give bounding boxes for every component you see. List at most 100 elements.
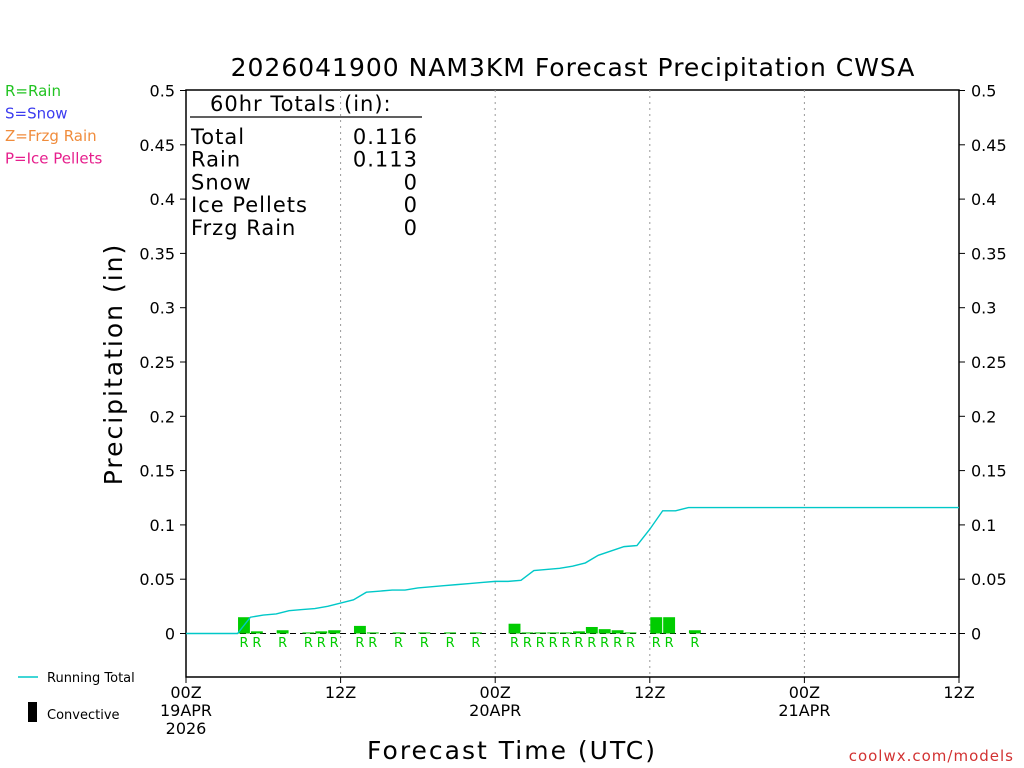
ptype-label: R	[355, 636, 364, 651]
y-tick-label-right: 0	[971, 625, 981, 644]
precip-bar	[650, 617, 663, 634]
ptype-legend: R=Rain S=Snow Z=Frzg Rain P=Ice Pellets	[5, 82, 102, 168]
precip-bar	[315, 631, 328, 634]
y-tick-label-right: 0.4	[971, 190, 996, 209]
vertical-gridlines	[340, 90, 805, 677]
precip-bar	[366, 632, 379, 634]
x-tick-label: 12Z	[943, 683, 974, 702]
precip-bar	[418, 632, 431, 634]
y-tick-label-left: 0.05	[139, 570, 175, 589]
y-tick-label-left: 0.2	[150, 407, 175, 426]
precip-bar	[444, 632, 457, 634]
ptype-label: R	[368, 636, 377, 651]
ptype-label: R	[549, 636, 558, 651]
ptype-label: R	[317, 636, 326, 651]
y-tick-label-left: 0.4	[150, 190, 175, 209]
precip-bar	[250, 631, 263, 634]
ptype-label: R	[252, 636, 261, 651]
ptype-label: R	[600, 636, 609, 651]
ptype-label: R	[665, 636, 674, 651]
x-tick-label: 12Z	[325, 683, 356, 702]
y-tick-label-right: 0.15	[971, 462, 1007, 481]
y-tick-label-right: 0.3	[971, 299, 996, 318]
ptype-label: R	[613, 636, 622, 651]
series-legend: Running Total Convective	[18, 671, 135, 723]
precip-bar	[573, 631, 585, 634]
ptype-label: R	[446, 636, 455, 651]
x-tick-label: 21APR	[778, 701, 830, 720]
ptype-legend-item: R=Rain	[5, 82, 61, 100]
precip-bar	[469, 632, 482, 634]
convective-legend-label: Convective	[47, 708, 120, 723]
precip-bar	[547, 632, 560, 634]
convective-legend-swatch	[28, 702, 37, 722]
y-tick-label-left: 0.35	[139, 244, 175, 263]
ptype-label: R	[420, 636, 429, 651]
precip-bar	[585, 626, 598, 634]
x-axis-label: Forecast Time (UTC)	[367, 736, 657, 765]
precip-bar	[534, 632, 547, 634]
ptype-label: R	[652, 636, 661, 651]
y-tick-label-left: 0.5	[150, 82, 175, 101]
ptype-label: R	[690, 636, 699, 651]
totals-row-value: 0	[404, 170, 418, 194]
y-tick-label-left: 0.3	[150, 299, 175, 318]
y-tick-label-right: 0.05	[971, 570, 1007, 589]
x-tick-label: 2026	[166, 719, 207, 738]
precip-bar	[392, 632, 405, 634]
precip-bar	[276, 630, 289, 634]
ptype-label: R	[587, 636, 596, 651]
precip-bar	[328, 630, 341, 634]
precip-bar	[663, 617, 676, 634]
totals-box: 60hr Totals (in): Total 0.116 Rain 0.113 Sno…	[190, 92, 422, 240]
ptype-label: R	[523, 636, 532, 651]
precip-bar	[611, 630, 624, 634]
ptype-label: R	[239, 636, 248, 651]
totals-row-label: Ice Pellets	[191, 193, 308, 217]
y-tick-label-left: 0.1	[150, 516, 175, 535]
y-tick-label-left: 0.45	[139, 136, 175, 155]
precip-bar	[508, 623, 521, 634]
y-tick-label-right: 0.25	[971, 353, 1007, 372]
totals-row-value: 0	[404, 216, 418, 240]
plot-frame	[185, 89, 960, 678]
y-axis-label: Precipitation (in)	[99, 243, 128, 486]
x-tick-label: 19APR	[160, 701, 212, 720]
precip-bar	[598, 629, 611, 634]
ptype-label: R	[278, 636, 287, 651]
y-tick-label-left: 0.15	[139, 462, 175, 481]
totals-row-value: 0	[404, 193, 418, 217]
ptype-label: R	[304, 636, 313, 651]
totals-row-label: Frzg Rain	[191, 216, 296, 240]
ptype-legend-item: P=Ice Pellets	[5, 150, 102, 168]
totals-row-label: Snow	[191, 170, 252, 194]
ptype-label: R	[394, 636, 403, 651]
totals-row-label: Rain	[191, 148, 241, 172]
ptype-label: R	[626, 636, 635, 651]
ptype-legend-item: Z=Frzg Rain	[5, 127, 97, 145]
y-tick-label-right: 0.45	[971, 136, 1007, 155]
y-tick-label-right: 0.5	[971, 82, 996, 101]
y-tick-label-right: 0.35	[971, 244, 1007, 263]
precip-bar	[688, 630, 701, 634]
ptype-label: R	[574, 636, 583, 651]
x-tick-label: 00Z	[170, 683, 201, 702]
x-tick-label: 12Z	[634, 683, 665, 702]
ptype-label: R	[510, 636, 519, 651]
y-tick-label-left: 0	[165, 625, 175, 644]
ptype-label: R	[471, 636, 480, 651]
ptype-label: R	[536, 636, 545, 651]
totals-row-value: 0.116	[353, 125, 418, 149]
running-total-line	[186, 506, 959, 635]
y-tick-label-right: 0.2	[971, 407, 996, 426]
totals-row-value: 0.113	[353, 148, 418, 172]
ptype-label: R	[562, 636, 571, 651]
chart-title: 2026041900 NAM3KM Forecast Precipitation…	[231, 53, 916, 82]
x-tick-label: 00Z	[789, 683, 820, 702]
x-tick-label: 20APR	[469, 701, 521, 720]
totals-row-label: Total	[190, 125, 245, 149]
y-axis-ticks: 0 00.05 0.050.1 0.10.15 0.150.2 0.20.25 0.250.…	[139, 82, 1006, 644]
